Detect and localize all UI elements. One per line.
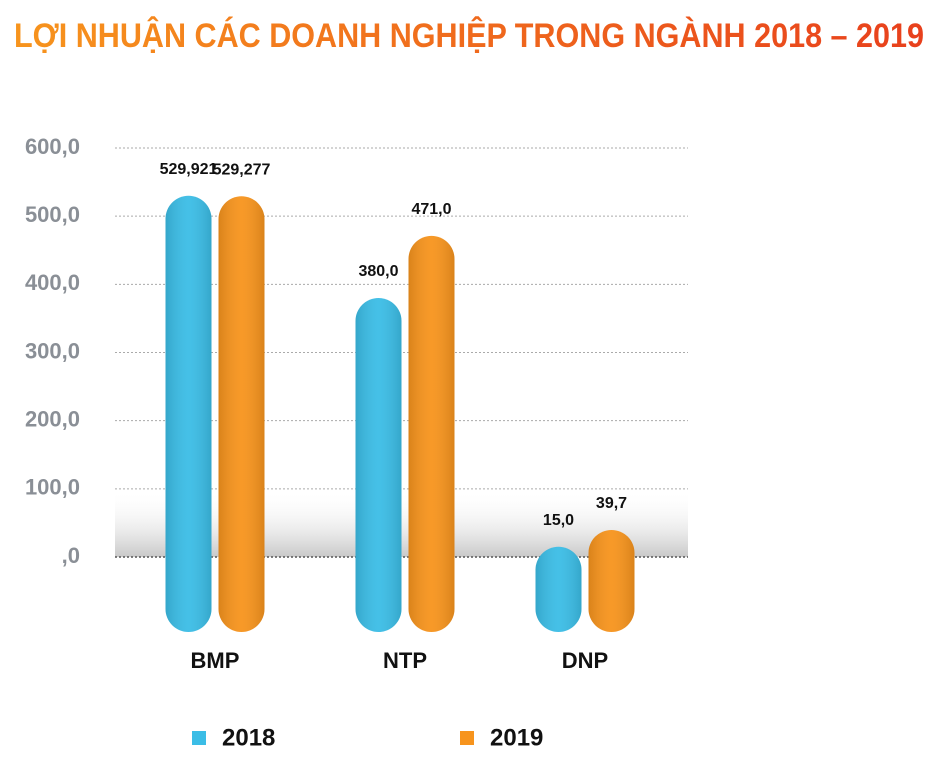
value-label: 529,921 — [160, 161, 218, 178]
y-tick-label: 500,0 — [25, 202, 80, 227]
bar — [588, 529, 635, 632]
y-tick-label: 100,0 — [25, 475, 80, 500]
legend-swatch — [192, 731, 206, 745]
bar — [355, 297, 402, 632]
value-label: 39,7 — [596, 495, 627, 512]
x-tick-label: NTP — [383, 648, 427, 673]
value-label: 15,0 — [543, 512, 574, 529]
y-tick-label: ,0 — [62, 543, 80, 568]
value-label: 471,0 — [411, 201, 451, 218]
y-tick-label: 200,0 — [25, 406, 80, 431]
legend-label: 2019 — [490, 724, 543, 751]
x-tick-label: BMP — [191, 648, 240, 673]
bar — [408, 235, 455, 632]
value-label: 529,277 — [213, 161, 271, 178]
bar — [218, 196, 265, 632]
y-tick-label: 400,0 — [25, 270, 80, 295]
legend-swatch — [460, 731, 474, 745]
x-tick-label: DNP — [562, 648, 608, 673]
y-tick-label: 600,0 — [25, 134, 80, 159]
legend-label: 2018 — [222, 724, 275, 751]
y-tick-label: 300,0 — [25, 338, 80, 363]
bar — [535, 546, 582, 632]
chart-title: LỢI NHUẬN CÁC DOANH NGHIỆP TRONG NGÀNH 2… — [14, 17, 924, 55]
bar — [165, 195, 212, 633]
value-label: 380,0 — [358, 263, 398, 280]
